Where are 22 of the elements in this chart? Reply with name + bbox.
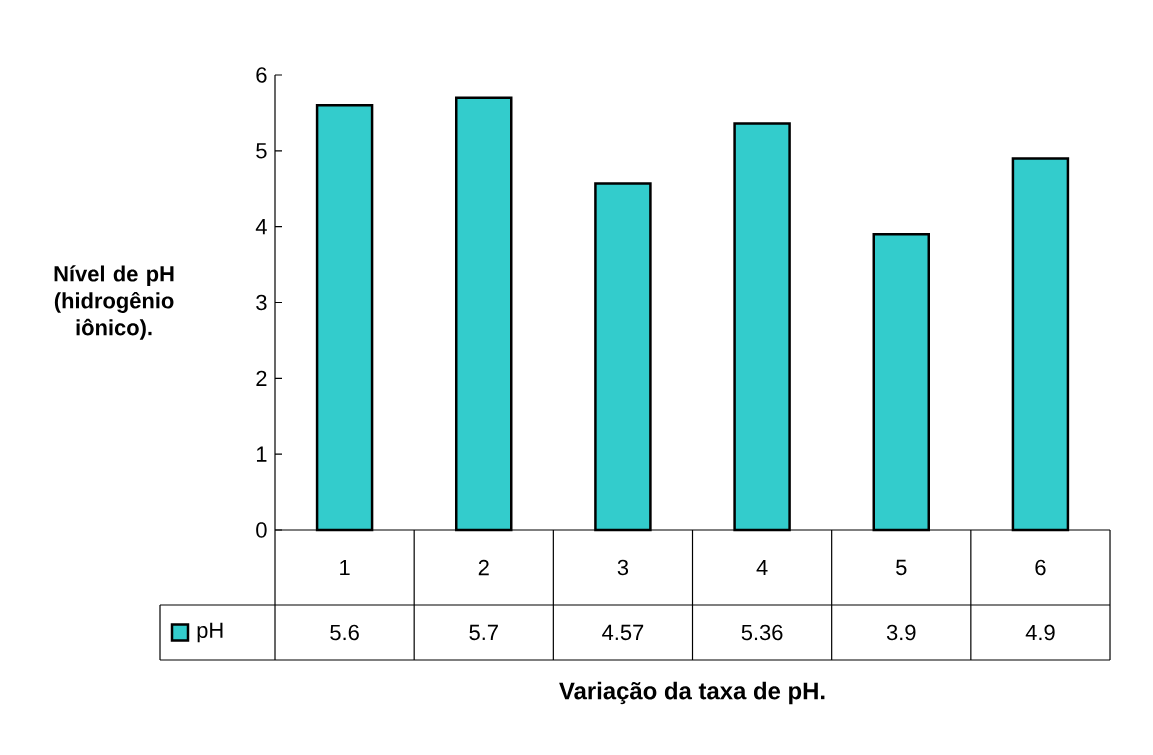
x-tick-label: 2: [478, 559, 489, 576]
y-tick-label: 1: [256, 446, 267, 462]
y-axis-title: Nível de pH (hidrogênio iônico).: [54, 265, 174, 340]
y-tick-label: 6: [256, 67, 267, 83]
y-tick-label: 5: [256, 143, 267, 159]
x-tick-label: 1: [340, 559, 350, 576]
data-label: 5.7: [469, 624, 498, 641]
data-label: 5.6: [330, 624, 359, 641]
y-tick-label: 2: [256, 370, 267, 386]
y-tick-label: 0: [256, 522, 267, 538]
x-axis-title: Variação da taxa de pH.: [559, 681, 825, 705]
y-tick-label: 4: [255, 219, 267, 235]
legend-label: pH: [197, 622, 223, 643]
x-tick-label: 3: [617, 559, 629, 576]
x-tick-label: 4: [756, 559, 768, 576]
x-tick-label: 6: [1035, 559, 1046, 576]
data-label: 3.9: [886, 624, 916, 641]
data-label: 4.9: [1025, 624, 1055, 641]
y-tick-label: 3: [256, 294, 267, 311]
data-label: 4.57: [602, 624, 644, 641]
x-tick-label: 5: [896, 559, 907, 576]
data-label: 5.36: [741, 624, 783, 641]
